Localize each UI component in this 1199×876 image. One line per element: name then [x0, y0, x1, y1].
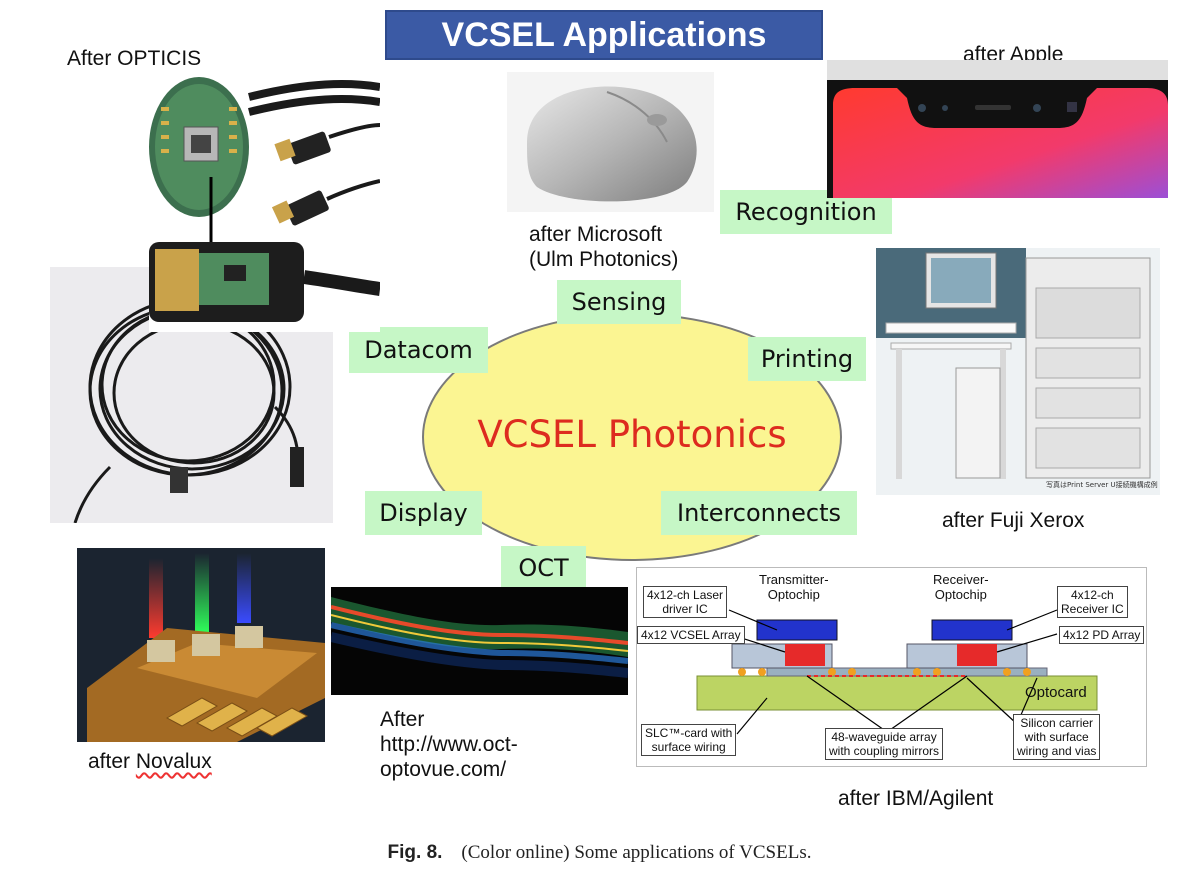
- ibm-receiver-label: Receiver- Optochip: [933, 572, 989, 602]
- credit-novalux: after Novalux: [88, 749, 212, 774]
- credit-novalux-name: Novalux: [135, 750, 212, 773]
- copier-photo-caption: 写真はPrint Server U接続機構成例: [1046, 481, 1158, 489]
- credit-novalux-prefix: after: [88, 750, 136, 773]
- ibm-laser-driver-label: 4x12-ch Laser driver IC: [643, 586, 728, 618]
- mouse-photo: [507, 72, 714, 212]
- ibm-waveguide-label: 48-waveguide array with coupling mirrors: [825, 728, 944, 760]
- tag-interconnects: Interconnects: [661, 491, 857, 535]
- ibm-optocard-label: Optocard: [1025, 684, 1087, 701]
- tag-display: Display: [365, 491, 482, 535]
- tag-datacom: Datacom: [349, 327, 488, 373]
- novalux-module-photo: [77, 548, 325, 742]
- caption-label: Fig. 8.: [387, 842, 443, 863]
- center-label: VCSEL Photonics: [477, 413, 787, 456]
- ibm-pd-array-label: 4x12 PD Array: [1059, 626, 1145, 644]
- ibm-silicon-carrier-label: Silicon carrier with surface wiring and …: [1013, 714, 1101, 760]
- ibm-transmitter-label: Transmitter- Optochip: [759, 572, 829, 602]
- credit-opticis: After OPTICIS: [67, 47, 202, 70]
- figure-caption: Fig. 8. (Color online) Some applications…: [0, 842, 1199, 864]
- copier-photo: 写真はPrint Server U接続機構成例: [876, 248, 1160, 495]
- figure-title: VCSEL Applications: [385, 10, 823, 60]
- phone-notch-photo: [827, 60, 1168, 198]
- tag-oct: OCT: [501, 546, 586, 590]
- ibm-agilent-diagram: Transmitter- Optochip Receiver- Optochip…: [636, 567, 1147, 767]
- opticis-module-photo: [149, 77, 380, 332]
- credit-fuji-xerox: after Fuji Xerox: [942, 509, 1085, 532]
- oct-scan-image: [331, 587, 628, 695]
- credit-oct-optovue: After http://www.oct- optovue.com/: [380, 708, 518, 781]
- tag-printing: Printing: [748, 337, 866, 381]
- tag-sensing: Sensing: [557, 280, 681, 324]
- credit-ibm-agilent: after IBM/Agilent: [838, 787, 994, 810]
- ibm-receiver-ic-label: 4x12-ch Receiver IC: [1057, 586, 1128, 618]
- ibm-slc-label: SLC™-card with surface wiring: [641, 724, 737, 756]
- caption-text: (Color online) Some applications of VCSE…: [461, 842, 812, 863]
- ibm-vcsel-array-label: 4x12 VCSEL Array: [637, 626, 745, 644]
- credit-microsoft: after Microsoft (Ulm Photonics): [529, 223, 679, 271]
